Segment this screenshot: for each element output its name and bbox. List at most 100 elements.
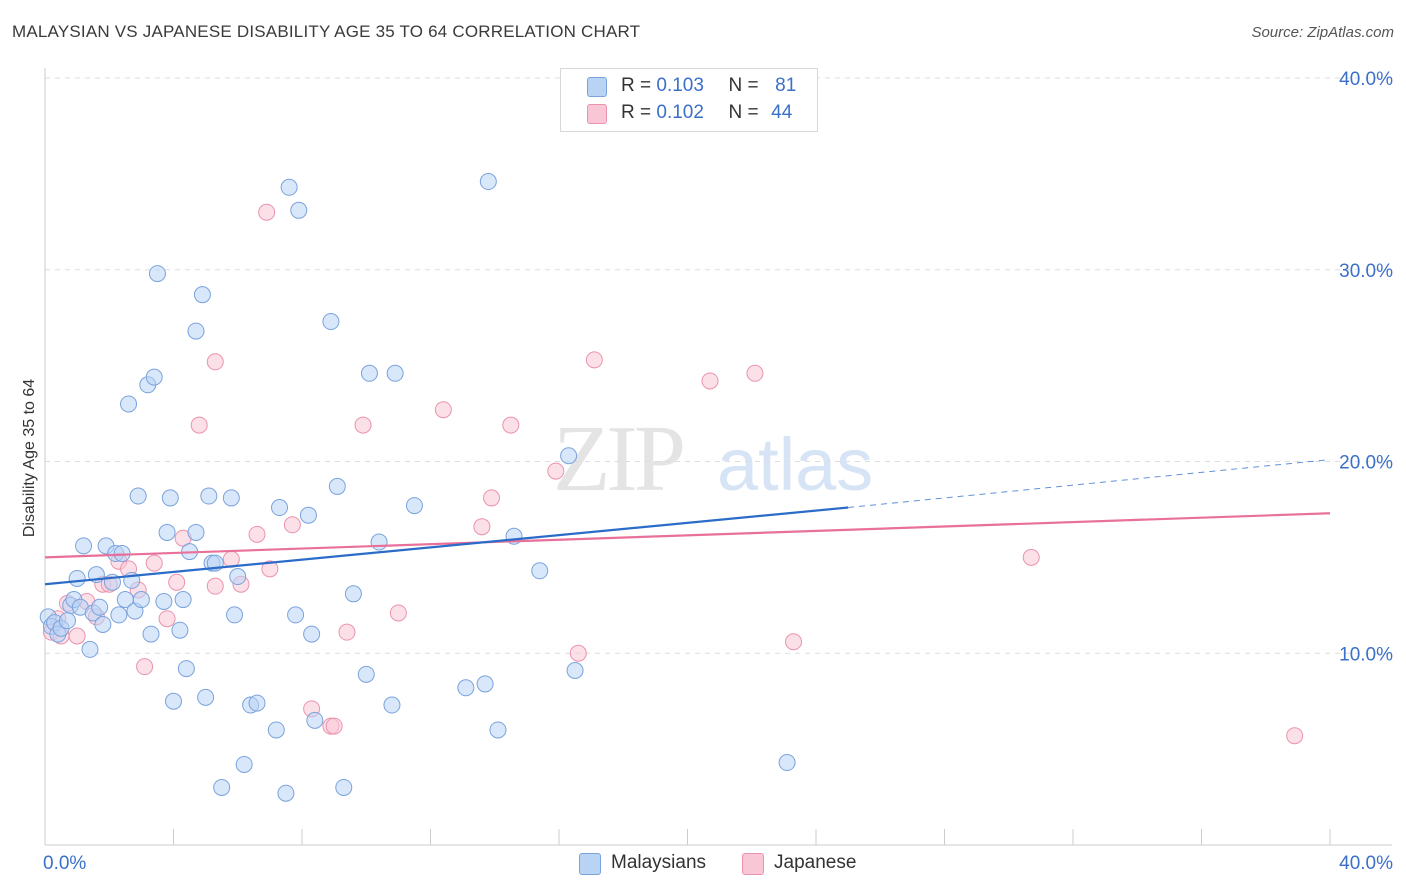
japanese-point bbox=[325, 717, 343, 735]
malaysians-point bbox=[58, 612, 76, 630]
legend-r-value-japanese: 0.102 bbox=[656, 102, 704, 123]
tick-labels: 10.0% 20.0% 30.0% 40.0% 0.0% 40.0% bbox=[43, 69, 1393, 874]
japanese-point bbox=[701, 372, 719, 390]
malaysians-point bbox=[145, 368, 163, 386]
legend-r-value-malaysians: 0.103 bbox=[656, 75, 704, 96]
malaysians-point bbox=[148, 265, 166, 283]
y-tick-label: 20.0% bbox=[1339, 453, 1393, 474]
japanese-point bbox=[585, 351, 603, 369]
malaysians-point bbox=[75, 537, 93, 555]
y-tick-label: 30.0% bbox=[1339, 261, 1393, 282]
malaysians-point bbox=[248, 694, 266, 712]
malaysians-point bbox=[306, 711, 324, 729]
japanese-point bbox=[248, 525, 266, 543]
japanese-point bbox=[158, 610, 176, 628]
legend-n-value-japanese: 44 bbox=[771, 102, 793, 123]
malaysians-point bbox=[360, 364, 378, 382]
bottom-legend-swatch-malaysians bbox=[579, 853, 601, 875]
malaysians-point bbox=[120, 395, 138, 413]
malaysians-point bbox=[322, 313, 340, 331]
legend-swatch-japanese bbox=[587, 104, 607, 124]
japanese-point bbox=[206, 353, 224, 371]
legend-swatch-malaysians bbox=[587, 77, 607, 97]
japanese-point bbox=[136, 658, 154, 676]
malaysians-point bbox=[229, 568, 247, 586]
malaysians-point bbox=[158, 523, 176, 541]
japanese-point bbox=[389, 604, 407, 622]
japanese-point bbox=[473, 518, 491, 536]
malaysians-point bbox=[299, 506, 317, 524]
y-tick-label: 40.0% bbox=[1339, 69, 1393, 90]
malaysians-point bbox=[280, 178, 298, 196]
malaysians-trend-extension bbox=[848, 459, 1331, 509]
malaysians-point bbox=[213, 778, 231, 796]
malaysians-point bbox=[335, 778, 353, 796]
malaysians-point bbox=[155, 592, 173, 610]
malaysians-point bbox=[290, 201, 308, 219]
malaysians-point bbox=[328, 477, 346, 495]
trend-lines bbox=[44, 459, 1331, 586]
malaysians-point bbox=[489, 721, 507, 739]
legend-n-label: N = bbox=[728, 75, 759, 96]
malaysians-point bbox=[531, 562, 549, 580]
malaysians-point bbox=[110, 606, 128, 624]
japanese-point bbox=[168, 573, 186, 591]
malaysians-point bbox=[197, 688, 215, 706]
malaysians-point bbox=[560, 447, 578, 465]
stats-legend: R = 0.103 N = 81 R = 0.102 N = 44 bbox=[560, 68, 818, 132]
malaysians-point bbox=[174, 591, 192, 609]
malaysians-point bbox=[91, 598, 109, 616]
malaysians-point bbox=[476, 675, 494, 693]
malaysians-point bbox=[457, 679, 475, 697]
malaysians-point bbox=[132, 591, 150, 609]
malaysians-trend-line bbox=[44, 506, 849, 586]
japanese-point bbox=[434, 401, 452, 419]
malaysians-point bbox=[81, 640, 99, 658]
japanese-trend-line bbox=[44, 512, 1331, 559]
chart-title: MALAYSIAN VS JAPANESE DISABILITY AGE 35 … bbox=[12, 22, 641, 41]
legend-r-label: R = bbox=[621, 75, 652, 96]
japanese-point bbox=[569, 644, 587, 662]
malaysians-point bbox=[187, 523, 205, 541]
malaysians-point bbox=[187, 322, 205, 340]
japanese-point bbox=[502, 416, 520, 434]
malaysians-point bbox=[129, 487, 147, 505]
malaysians-point bbox=[235, 755, 253, 773]
japanese-point bbox=[746, 364, 764, 382]
japanese-point bbox=[258, 203, 276, 221]
japanese-point bbox=[1286, 727, 1304, 745]
malaysians-point bbox=[344, 585, 362, 603]
malaysians-point bbox=[171, 621, 189, 639]
malaysians-point bbox=[200, 487, 218, 505]
japanese-point bbox=[190, 416, 208, 434]
malaysians-point bbox=[222, 489, 240, 507]
japanese-point bbox=[68, 627, 86, 645]
legend-n-value-malaysians: 81 bbox=[775, 75, 797, 96]
malaysians-point bbox=[383, 696, 401, 714]
malaysians-point bbox=[267, 721, 285, 739]
malaysians-point bbox=[271, 499, 289, 517]
malaysians-point bbox=[177, 660, 195, 678]
japanese-point bbox=[283, 516, 301, 534]
japanese-point bbox=[261, 560, 279, 578]
japanese-point bbox=[354, 416, 372, 434]
malaysians-point bbox=[142, 625, 160, 643]
japanese-point bbox=[785, 633, 803, 651]
gridlines bbox=[45, 77, 1392, 654]
malaysians-point bbox=[94, 615, 112, 633]
malaysians-point bbox=[566, 662, 584, 680]
malaysians-point bbox=[165, 692, 182, 710]
x-tick-label: 0.0% bbox=[43, 853, 86, 874]
malaysians-point bbox=[161, 489, 179, 507]
japanese-point bbox=[206, 577, 224, 595]
malaysians-point bbox=[370, 533, 388, 551]
malaysians-point bbox=[479, 173, 497, 191]
bottom-legend-swatch-japanese bbox=[742, 853, 764, 875]
japanese-point bbox=[145, 554, 163, 572]
japanese-point bbox=[483, 489, 501, 507]
legend-n-label: N = bbox=[728, 102, 759, 123]
malaysians-point bbox=[778, 754, 796, 772]
malaysians-point bbox=[357, 665, 375, 683]
malaysians-point bbox=[193, 286, 211, 304]
